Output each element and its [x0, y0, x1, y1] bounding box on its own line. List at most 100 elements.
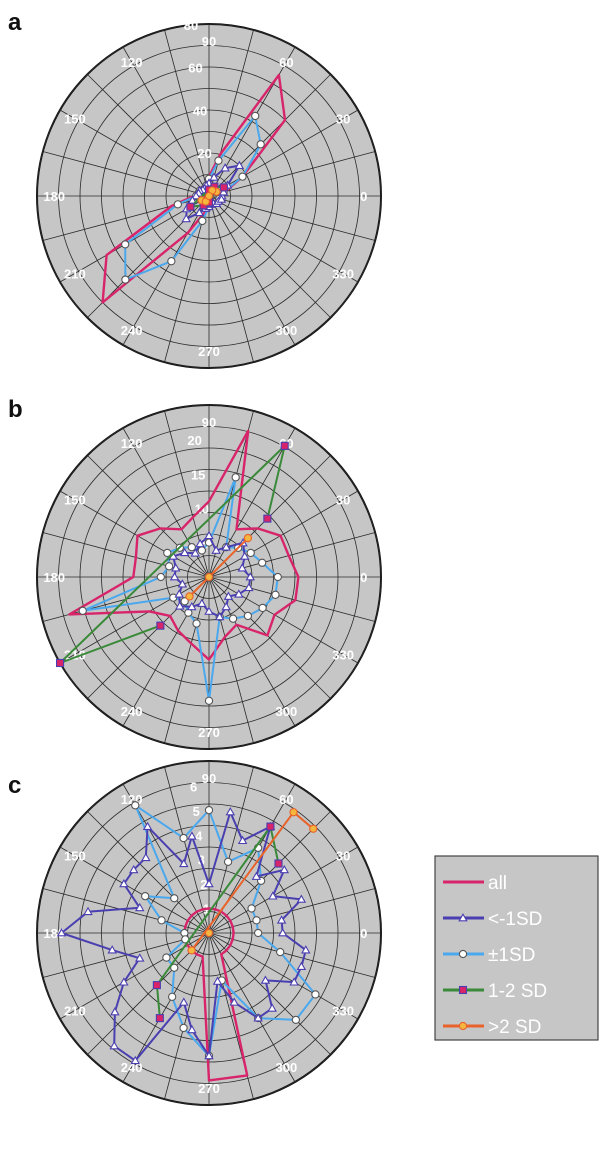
radial-tick-label: 80	[184, 18, 198, 33]
marker-lt_minus1SD-0	[277, 928, 288, 937]
radial-tick-label: 6	[190, 779, 197, 794]
angle-tick-label: 240	[121, 323, 143, 338]
marker-pm1SD-16	[167, 992, 177, 1001]
marker-pm1SD-2	[247, 904, 256, 913]
radial-tick-label: 4	[195, 828, 203, 843]
marker-lt_minus1SD-20	[134, 953, 145, 962]
series-line-gt_2SD	[188, 537, 249, 598]
marker-pm1SD-0	[273, 572, 282, 582]
grid-spoke	[208, 109, 359, 197]
marker-pm1SD-11	[157, 916, 166, 925]
radial-tick-label: 40	[193, 104, 207, 119]
grid-spoke	[122, 576, 210, 727]
angle-tick-label: 90	[202, 415, 216, 430]
legend-entry-all: all	[443, 873, 507, 894]
grid-spoke	[208, 195, 376, 241]
marker-lt_minus1SD-7	[237, 835, 248, 845]
marker-lt_minus1SD-12	[191, 191, 201, 200]
marker-lt_minus1SD-3	[234, 160, 245, 169]
marker-pm1SD-15	[180, 597, 189, 606]
marker-lt_minus1SD-6	[204, 530, 214, 540]
marker-lt_minus1SD-30	[253, 1013, 263, 1022]
radial-tick-label: 5	[193, 804, 200, 819]
grid-spoke	[87, 811, 210, 934]
marker-pm1SD-12	[156, 572, 165, 582]
marker-pm1SD-8	[131, 801, 140, 810]
marker-sd_1_2-2	[55, 658, 65, 668]
angle-tick-label: 150	[64, 493, 86, 508]
radial-tick-label: 20	[187, 433, 201, 448]
grid-spoke	[208, 195, 359, 283]
marker-lt_minus1SD-16	[187, 601, 197, 611]
marker-pm1SD-14	[162, 953, 171, 962]
grid-spoke	[208, 29, 254, 197]
marker-lt_minus1SD-22	[110, 1007, 120, 1016]
marker-lt_minus1SD-14	[128, 864, 139, 874]
marker-lt_minus1SD-33	[289, 977, 299, 986]
marker-lt_minus1SD-4	[221, 542, 231, 551]
angle-tick-label: 90	[202, 34, 216, 49]
legend-label: all	[488, 873, 507, 894]
legend: all <-1SD ±1SD 1-2 SD >2 SD	[434, 855, 599, 1041]
marker-pm1SD-13	[78, 606, 87, 615]
marker-lt_minus1SD-2	[240, 551, 250, 560]
marker-lt_minus1SD-1	[237, 563, 247, 572]
legend-entry-pm1SD: ±1SD	[443, 945, 535, 966]
series-gt_2SD-a	[197, 186, 221, 206]
marker-pm1SD-21	[291, 1015, 301, 1025]
marker-lt_minus1SD-23	[216, 194, 227, 203]
marker-lt_minus1SD-12	[142, 821, 153, 831]
marker-pm1SD-20	[228, 614, 238, 623]
grid-spoke	[42, 888, 210, 934]
marker-pm1SD-18	[204, 696, 214, 705]
angle-tick-label: 180	[43, 926, 65, 941]
marker-pm1SD-23	[276, 947, 285, 957]
grid-spoke	[59, 576, 210, 664]
marker-lt_minus1SD-1	[276, 915, 287, 924]
marker-lt_minus1SD-34	[296, 961, 307, 971]
marker-sd_1_2-0	[274, 859, 283, 868]
marker-lt_minus1SD-32	[260, 975, 271, 984]
marker-lt_minus1SD-8	[225, 807, 236, 816]
grid-spoke	[208, 490, 359, 578]
grid-spoke	[208, 846, 359, 934]
grid-spoke	[59, 846, 210, 934]
marker-pm1SD-15	[121, 275, 130, 284]
marker-pm1SD-17	[198, 216, 207, 226]
marker-lt_minus1SD-28	[212, 976, 223, 985]
legend-entry-lt_minus1SD: <-1SD	[443, 909, 542, 930]
marker-lt_minus1SD-9	[179, 547, 190, 557]
marker-pm1SD-14	[121, 240, 130, 249]
panel-b: b03060901201501802102402703003305101520	[8, 396, 382, 750]
marker-lt_minus1SD-20	[221, 601, 231, 611]
angle-tick-label: 90	[202, 771, 216, 786]
angle-tick-label: 120	[121, 55, 143, 70]
marker-lt_minus1SD-legend-1	[458, 913, 468, 922]
marker-pm1SD-22	[258, 603, 267, 613]
marker-lt_minus1SD-11	[171, 563, 181, 572]
grid-spoke	[164, 29, 210, 197]
legend-label: ±1SD	[488, 945, 535, 966]
legend-items: all <-1SD ±1SD 1-2 SD >2 SD	[443, 873, 547, 1038]
marker-pm1SD-7	[197, 546, 207, 555]
marker-lt_minus1SD-13	[177, 579, 188, 588]
marker-lt_minus1SD-25	[179, 997, 189, 1006]
marker-lt_minus1SD-5	[209, 172, 219, 181]
series-gt_2SD-c	[187, 808, 318, 955]
marker-pm1SD-15	[170, 963, 179, 972]
grid-spoke	[208, 195, 254, 363]
series-all-b	[68, 429, 300, 661]
marker-sd_1_2-3	[156, 621, 165, 630]
angle-tick-label: 30	[336, 849, 350, 864]
marker-pm1SD-2	[238, 172, 247, 181]
angle-tick-label: 210	[64, 266, 86, 281]
series-line-sd_1_2	[59, 444, 286, 664]
angle-tick-label: 330	[332, 647, 354, 662]
marker-sd_1_2-0	[219, 183, 228, 192]
grid-spoke	[208, 576, 359, 664]
angle-tick-label: 180	[43, 189, 65, 204]
marker-pm1SD-4	[251, 111, 260, 121]
grid-spoke	[87, 74, 210, 197]
marker-lt_minus1SD-14	[174, 589, 184, 598]
